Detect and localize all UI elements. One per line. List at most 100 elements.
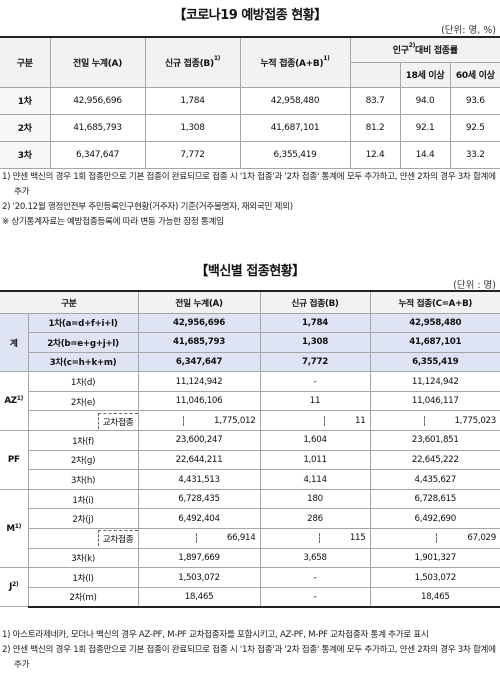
- data-row: J2) 1차(l) 1,503,072-1,503,072: [0, 567, 500, 608]
- data-row: 2차(g) 22,644,211 1,011 22,645,222: [0, 449, 500, 471]
- cell: 23,600,247: [137, 430, 261, 451]
- cell: 66,914: [137, 528, 261, 549]
- column-header: 신규 접종(B): [259, 290, 371, 314]
- cell: -: [259, 567, 371, 588]
- cell: 4,431,513: [137, 469, 261, 490]
- data-row: 2차(e) 11,046,106 11 11,046,117: [0, 390, 500, 412]
- column-header: 누적 접종(A+B)1): [239, 36, 351, 88]
- cell: 6,347,647: [49, 140, 146, 169]
- cross-value: 115: [318, 533, 366, 544]
- footnote-mark: 2): [12, 581, 19, 589]
- note: 1) 얀센 백신의 경우 1회 접종만으로 기본 접종이 완료되므로 접종 시 …: [2, 172, 496, 197]
- label-text: J: [9, 582, 13, 593]
- cell: 22,644,211: [137, 449, 261, 471]
- group-label: M1): [0, 488, 29, 569]
- title: 【백신별 접종현황】: [195, 264, 305, 279]
- cell: 14.4: [399, 140, 451, 169]
- row-label: 2차(g): [28, 449, 139, 471]
- cell: 11,124,942: [369, 371, 500, 392]
- cell: 1,308: [144, 113, 241, 142]
- cell: 42,958,480: [369, 312, 500, 334]
- cell: 6,492,690: [369, 508, 500, 530]
- cell: 33.2: [449, 140, 500, 169]
- label-text: 계: [9, 338, 18, 349]
- cell: 18,465: [137, 586, 261, 608]
- column-header: 60세 이상: [449, 61, 500, 88]
- cross-label: 교차접종: [97, 530, 138, 547]
- data-row: 2차 41,685,793 1,308 41,687,101 81.2 92.1 92.5: [0, 113, 500, 142]
- group-label: J2): [0, 567, 29, 608]
- cell: 22,645,222: [369, 449, 500, 471]
- footnote-mark: 1): [16, 395, 24, 403]
- notes: 1) 아스트라제네카, 모더나 백신의 경우 AZ-PF, M-PF 교차접종자…: [2, 628, 496, 673]
- cell: 1,308: [259, 332, 371, 353]
- data-row: 3차(c=h+k+m) 6,347,647 7,772 6,355,419: [0, 351, 500, 373]
- group-label: AZ1): [0, 371, 29, 432]
- note: 2) '20.12월 행정안전부 주민등록인구현황(거주자) 기준(거주불명자,…: [2, 202, 293, 212]
- cell: 42,956,696: [49, 86, 146, 115]
- cell: 7,772: [144, 140, 241, 169]
- data-row: 2차(j) 6,492,404 286 6,492,690: [0, 508, 500, 530]
- row-label: 교차접종: [28, 528, 139, 549]
- cell: 41,685,793: [49, 113, 146, 142]
- cell: 11: [259, 390, 371, 412]
- cell: 3,658: [259, 547, 371, 569]
- cross-row: 교차접종 1,775,012 11 1,775,023: [0, 410, 500, 432]
- cross-value: 1,775,023: [423, 415, 496, 426]
- cross-label: 교차접종: [97, 412, 138, 429]
- row-label: 1차(d): [27, 371, 139, 392]
- row-label: 1차(f): [27, 430, 139, 451]
- label-text: 대비 접종률: [415, 46, 458, 57]
- data-row: M1) 1차(i) 6,728,435 180 6,728,615: [0, 488, 500, 569]
- cell: 23,601,851: [369, 430, 500, 451]
- footnote-mark: 1): [213, 54, 221, 62]
- footnote-mark: 1): [323, 54, 330, 62]
- header-row: 구분 전일 누계(A) 신규 접종(B)1) 누적 접종(A+B)1) 인구2)대비 접…: [0, 36, 500, 88]
- column-header: [350, 61, 401, 88]
- cell: 1,775,012: [137, 410, 261, 432]
- label-text: AZ: [4, 396, 17, 407]
- cell: 94.0: [399, 86, 451, 115]
- cell: 115: [259, 528, 371, 549]
- row-label: 1차(l): [27, 567, 139, 588]
- column-header: 전일 누계(A): [49, 36, 146, 88]
- label-text: 누적 접종(A+B): [260, 58, 324, 69]
- cell: 81.2: [349, 113, 401, 142]
- cell: 6,728,435: [137, 488, 261, 510]
- note: 2) 얀센 백신의 경우 1회 접종만으로 기본 접종이 완료되므로 접종 시 …: [2, 645, 496, 670]
- column-header: 구분: [0, 36, 51, 88]
- cell: 93.6: [449, 86, 500, 115]
- cell: 6,355,419: [239, 140, 351, 169]
- cell: 41,687,101: [239, 113, 351, 142]
- footnote-mark: 2): [408, 42, 416, 50]
- vaccine-table: 구분 전일 누계(A) 신규 접종(B) 누적 접종(C=A+B) 계 1차(a=d+f+…: [0, 290, 500, 608]
- cross-value: 1,775,012: [183, 415, 256, 426]
- cell: 42,956,696: [137, 312, 261, 334]
- row-label: 2차: [0, 113, 51, 142]
- label-text: 구분: [16, 58, 33, 69]
- column-header: 누적 접종(C=A+B): [369, 290, 500, 314]
- cell: 180: [259, 488, 371, 510]
- cell: 6,728,615: [369, 488, 500, 510]
- column-header: 전일 누계(A): [137, 290, 261, 314]
- cell: 1,503,072: [369, 567, 500, 588]
- data-row: 계 1차(a=d+f+i+l) 42,956,696 1,784 42,958,480: [0, 312, 500, 373]
- cell: 41,685,793: [137, 332, 261, 353]
- data-row: 3차(k) 1,897,669 3,658 1,901,327: [0, 547, 500, 569]
- row-label: 1차: [0, 86, 51, 115]
- cell: 1,011: [259, 449, 371, 471]
- unit: (단위 : 명): [453, 280, 496, 291]
- row-label: 1차(a=d+f+i+l): [27, 312, 139, 334]
- cell: 11,046,106: [137, 390, 261, 412]
- cross-row: 교차접종 66,914 115 67,029: [0, 528, 500, 549]
- group-label: 계: [0, 312, 29, 373]
- note: 1) 아스트라제네카, 모더나 백신의 경우 AZ-PF, M-PF 교차접종자…: [2, 630, 429, 640]
- cell: 1,901,327: [369, 547, 500, 569]
- cell: 41,687,101: [369, 332, 500, 353]
- header-row: 18세 이상 60세 이상: [0, 61, 500, 88]
- cell: 42,958,480: [239, 86, 351, 115]
- cell: 6,492,404: [137, 508, 261, 530]
- cell: 1,503,072: [137, 567, 261, 588]
- cell: 1,775,023: [369, 410, 500, 432]
